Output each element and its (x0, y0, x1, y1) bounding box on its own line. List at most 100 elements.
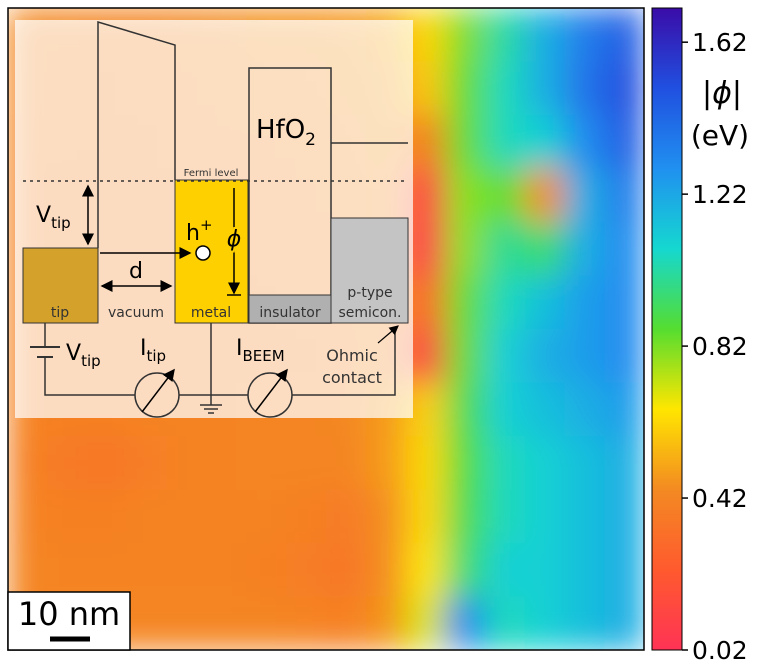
heat-cell (485, 8, 526, 62)
heat-cell (485, 222, 526, 276)
heat-cell (524, 168, 565, 223)
heat-cell (47, 436, 88, 490)
heat-cell (485, 115, 526, 169)
heat-cell (47, 543, 88, 597)
heat-cell (524, 275, 565, 330)
vtip-label: Vtip (36, 203, 71, 232)
heat-cell (604, 596, 644, 650)
heat-cell (445, 596, 486, 650)
heat-cell (127, 596, 168, 650)
heat-cell (206, 489, 247, 544)
plot-frame (7, 7, 645, 651)
heat-cell (485, 168, 526, 223)
heat-cell (604, 543, 644, 597)
heat-cell (286, 596, 327, 650)
vacuum-barrier (97, 20, 176, 248)
ammeter (134, 372, 180, 418)
heat-cell (365, 436, 406, 490)
heat-cell (405, 543, 446, 597)
heat-cell (604, 222, 644, 276)
heat-cell (485, 489, 526, 544)
heat-cell (127, 489, 168, 544)
heat-cell (87, 489, 128, 544)
heat-cell (524, 436, 565, 490)
fermi-label: Fermi level (184, 168, 239, 179)
heat-cell (524, 489, 565, 544)
heat-cell (524, 543, 565, 597)
vacuum-label: vacuum (108, 305, 164, 321)
heat-cell (286, 436, 327, 490)
heat-cell (445, 382, 486, 437)
colorbar-tick-label: 1.22 (692, 180, 748, 209)
ammeter-needle (141, 368, 175, 413)
heat-cell (365, 489, 406, 544)
heat-cell (445, 436, 486, 490)
semiconductor-block (330, 217, 409, 324)
heat-cell (485, 596, 526, 650)
colorbar-tick-label: 0.02 (692, 636, 748, 665)
ohmic-label: contact (322, 368, 382, 387)
heat-cell (524, 382, 565, 437)
heat-cell (604, 329, 644, 383)
colorbar-label: |ϕ| (702, 76, 742, 111)
heat-cell (604, 489, 644, 544)
heat-cell (524, 222, 565, 276)
heat-cell (286, 489, 327, 544)
heat-cell (326, 436, 367, 490)
heat-cell (564, 168, 605, 223)
heat-cell (445, 8, 486, 62)
heat-cell (167, 596, 208, 650)
heat-cell (604, 8, 644, 62)
heat-cell (206, 596, 247, 650)
heat-cell (564, 222, 605, 276)
semicon-label: semicon. (338, 305, 401, 321)
itip-label: Itip (140, 336, 166, 365)
heat-cell (326, 543, 367, 597)
heat-cell (127, 436, 168, 490)
heat-cell (564, 61, 605, 116)
heat-cell (445, 489, 486, 544)
heat-cell (564, 382, 605, 437)
wire (292, 328, 396, 396)
heat-cell (286, 543, 327, 597)
heat-cell (524, 329, 565, 383)
heat-cell (405, 436, 446, 490)
heat-cell (485, 543, 526, 597)
heat-cell (604, 115, 644, 169)
heat-cell (445, 61, 486, 116)
insulator-block (248, 294, 332, 324)
heat-cell (524, 115, 565, 169)
heat-cell (167, 436, 208, 490)
heat-cell (485, 382, 526, 437)
heat-cell (8, 436, 49, 490)
heat-cell (564, 436, 605, 490)
heat-cell (604, 168, 644, 223)
colorbar-tick-label: 1.62 (692, 28, 748, 57)
heat-cell (445, 115, 486, 169)
heat-cell (524, 8, 565, 62)
colorbar-tick-label: 0.82 (692, 332, 748, 361)
heat-cell (604, 61, 644, 116)
scale-label: 10 nm (18, 595, 120, 633)
hole (195, 245, 211, 261)
heat-cell (365, 543, 406, 597)
heat-cell (445, 275, 486, 330)
heat-cell (564, 596, 605, 650)
ammeter (247, 372, 293, 418)
colorbar (651, 7, 683, 651)
heat-cell (167, 543, 208, 597)
heat-cell (524, 61, 565, 116)
heat-cell (564, 329, 605, 383)
ibeem-label: IBEEM (236, 336, 285, 365)
heat-cell (604, 275, 644, 330)
heat-cell (564, 115, 605, 169)
heat-cell (87, 543, 128, 597)
insulator-label: insulator (259, 305, 320, 321)
heat-cell (564, 543, 605, 597)
heat-cell (326, 489, 367, 544)
phi-label: ϕ (227, 227, 242, 252)
d-label: d (129, 259, 143, 284)
heat-cell (167, 489, 208, 544)
metal-label: metal (191, 305, 231, 321)
ohmic-arrow (377, 325, 399, 344)
